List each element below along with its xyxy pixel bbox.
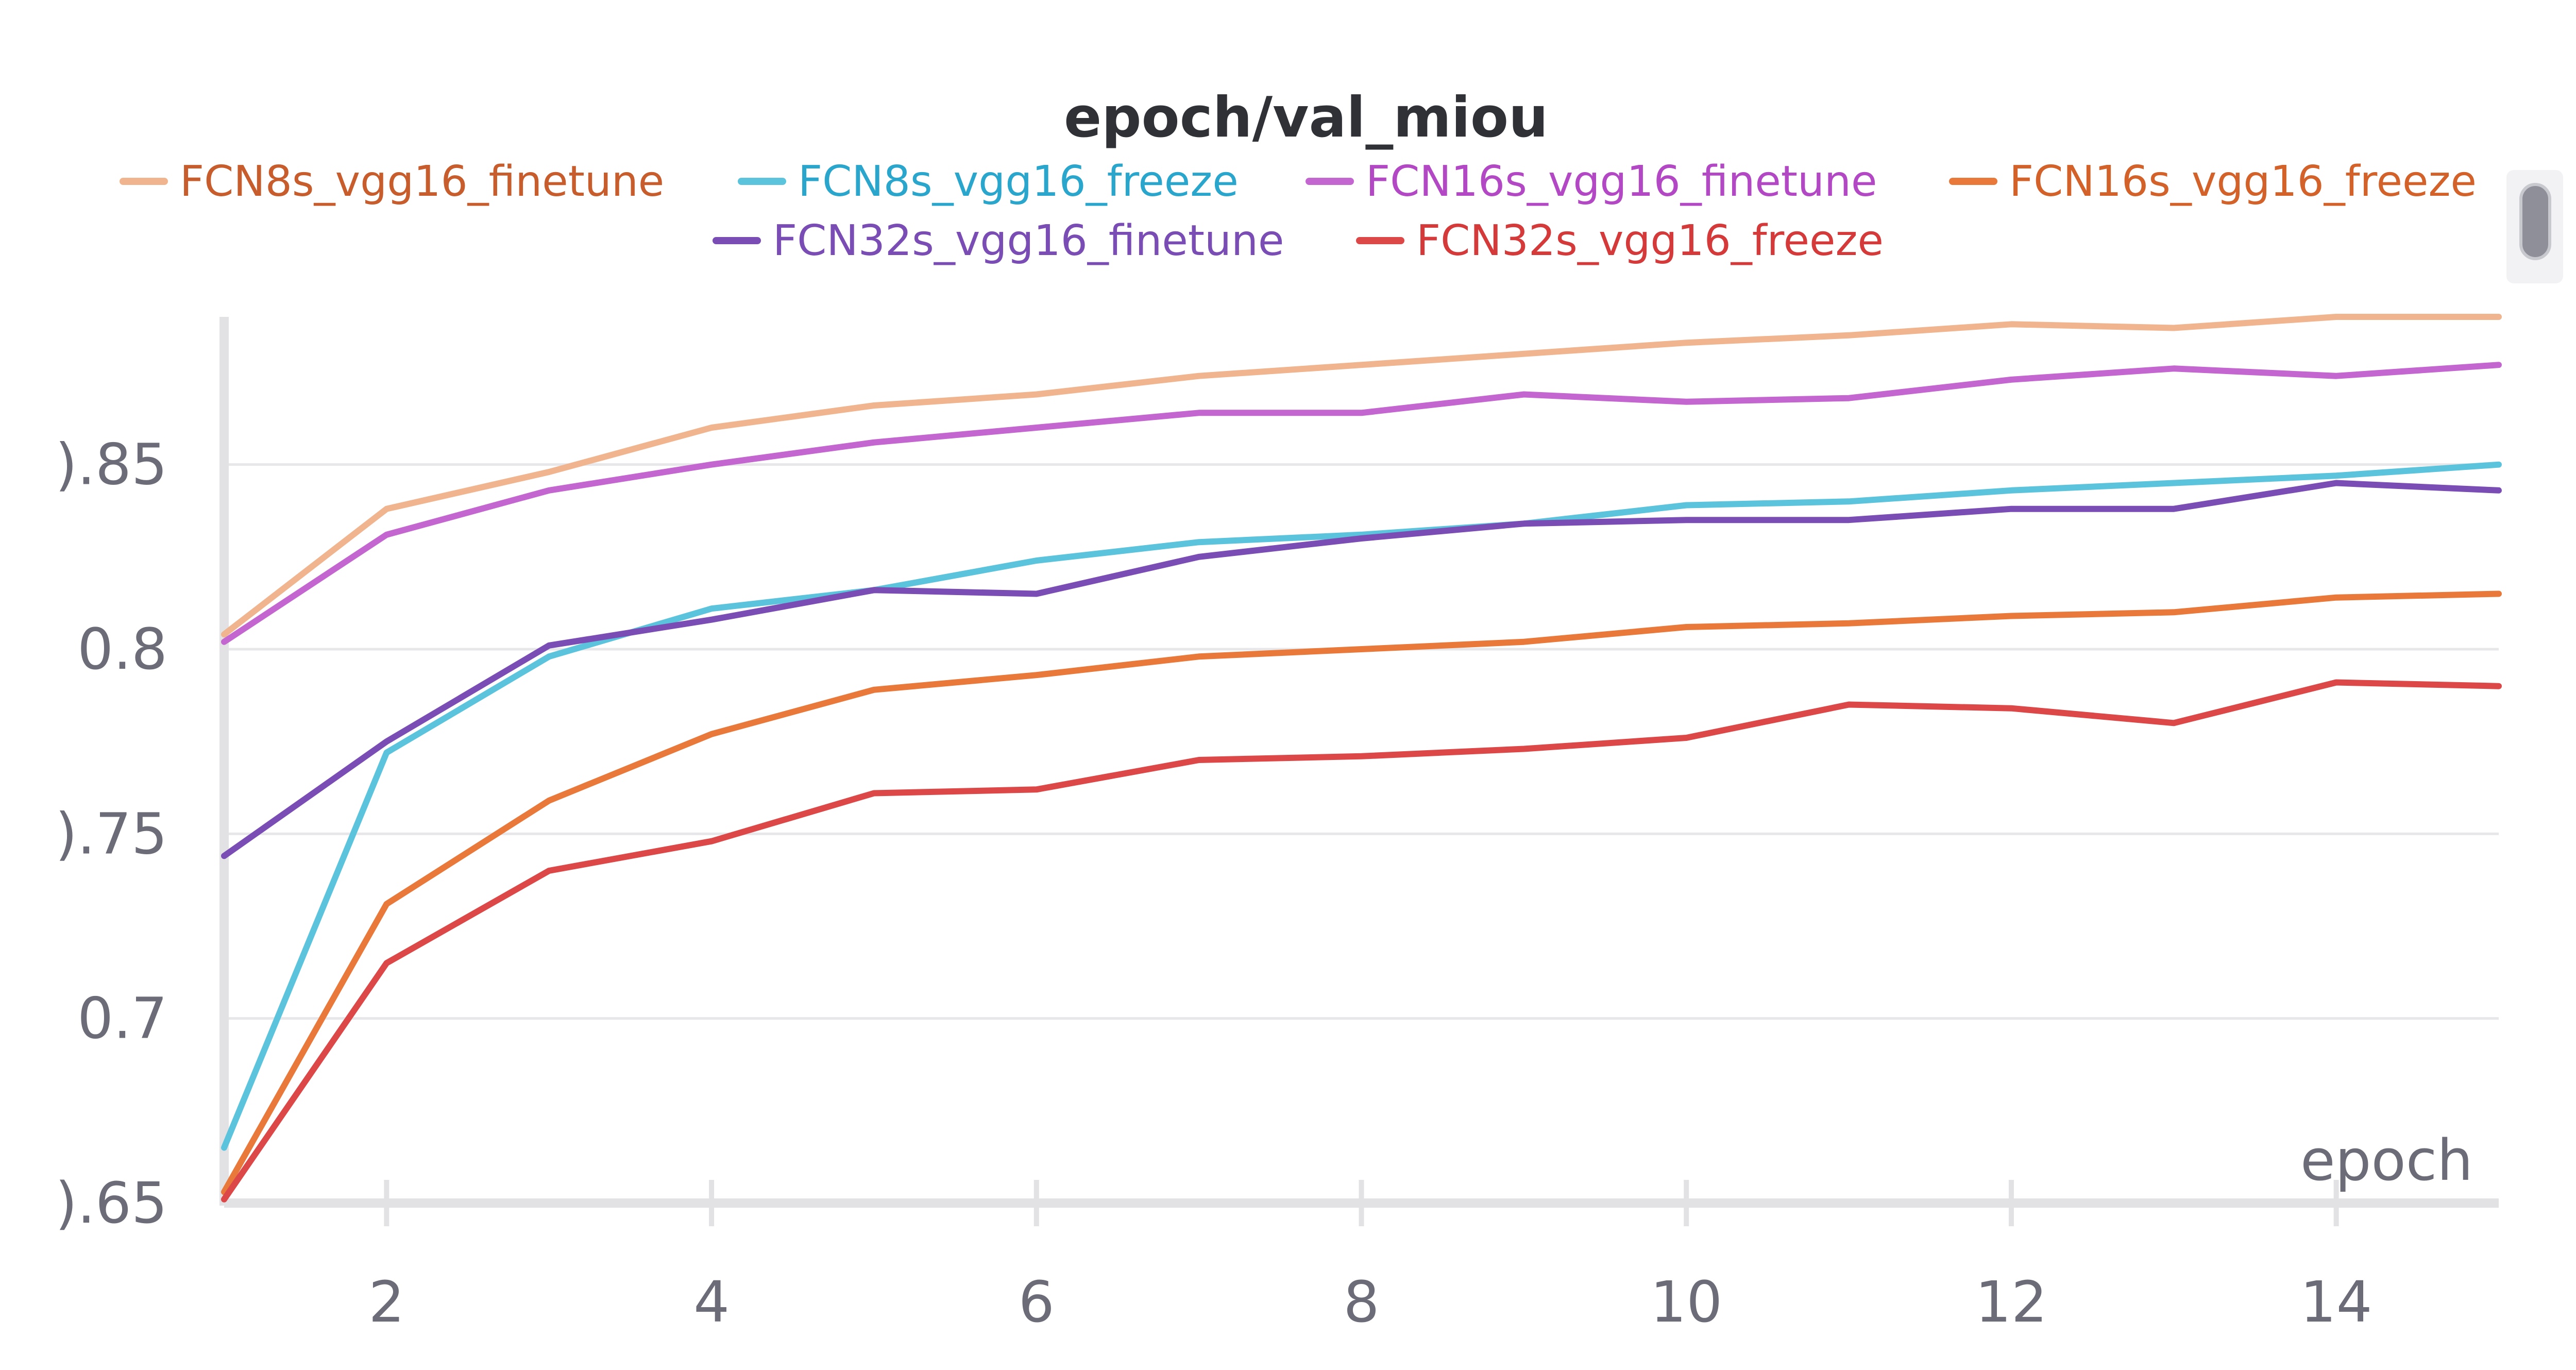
series-line-fcn8s-vgg16-freeze[interactable] bbox=[221, 461, 2502, 1151]
axes bbox=[219, 317, 2499, 1226]
x-tick-label: 12 bbox=[1975, 1269, 2047, 1335]
y-tick-label: 0.7 bbox=[77, 986, 167, 1052]
series-line-fcn16s-vgg16-freeze[interactable] bbox=[221, 590, 2502, 1195]
legend-label: FCN32s_vgg16_finetune bbox=[773, 216, 1284, 265]
series-line-fcn32s-vgg16-finetune[interactable] bbox=[221, 480, 2502, 859]
legend-item[interactable]: FCN16s_vgg16_finetune bbox=[1306, 157, 1877, 206]
legend-scrollbar-thumb[interactable] bbox=[2519, 183, 2551, 260]
tick-labels: ).65 0.7 ).75 0.8 ).85 2 4 6 8 10 12 14 bbox=[55, 432, 2372, 1335]
x-tick-label: 2 bbox=[368, 1269, 404, 1335]
x-tick-label: 14 bbox=[2300, 1269, 2372, 1335]
x-tick-label: 10 bbox=[1650, 1269, 1722, 1335]
legend-label: FCN8s_vgg16_freeze bbox=[798, 157, 1239, 206]
y-tick-label: ).75 bbox=[55, 801, 167, 867]
x-tick-label: 6 bbox=[1019, 1269, 1055, 1335]
legend-label: FCN32s_vgg16_freeze bbox=[1416, 216, 1884, 265]
legend-label: FCN16s_vgg16_freeze bbox=[2009, 157, 2477, 206]
chart-title: epoch/val_miou bbox=[1064, 86, 1548, 150]
series-line-fcn8s-vgg16-finetune[interactable] bbox=[221, 314, 2502, 638]
series-lines bbox=[221, 314, 2502, 1203]
x-axis-label: epoch bbox=[2300, 1127, 2473, 1193]
legend[interactable]: FCN8s_vgg16_finetune FCN8s_vgg16_freeze FC… bbox=[120, 157, 2477, 265]
series-line-fcn16s-vgg16-finetune[interactable] bbox=[221, 362, 2502, 645]
legend-item[interactable]: FCN32s_vgg16_freeze bbox=[1356, 216, 1884, 265]
legend-label: FCN8s_vgg16_finetune bbox=[180, 157, 664, 206]
legend-item[interactable]: FCN8s_vgg16_finetune bbox=[120, 157, 664, 206]
y-tick-label: 0.8 bbox=[77, 616, 167, 682]
legend-item[interactable]: FCN8s_vgg16_freeze bbox=[738, 157, 1239, 206]
x-tick-label: 8 bbox=[1344, 1269, 1380, 1335]
legend-item[interactable]: FCN16s_vgg16_freeze bbox=[1949, 157, 2477, 206]
legend-label: FCN16s_vgg16_finetune bbox=[1366, 157, 1877, 206]
y-tick-label: ).65 bbox=[55, 1170, 167, 1236]
y-tick-label: ).85 bbox=[55, 432, 167, 498]
x-tick-label: 4 bbox=[693, 1269, 730, 1335]
legend-item[interactable]: FCN32s_vgg16_finetune bbox=[713, 216, 1284, 265]
series-line-fcn32s-vgg16-freeze[interactable] bbox=[221, 679, 2502, 1203]
grid-lines bbox=[224, 463, 2499, 1020]
